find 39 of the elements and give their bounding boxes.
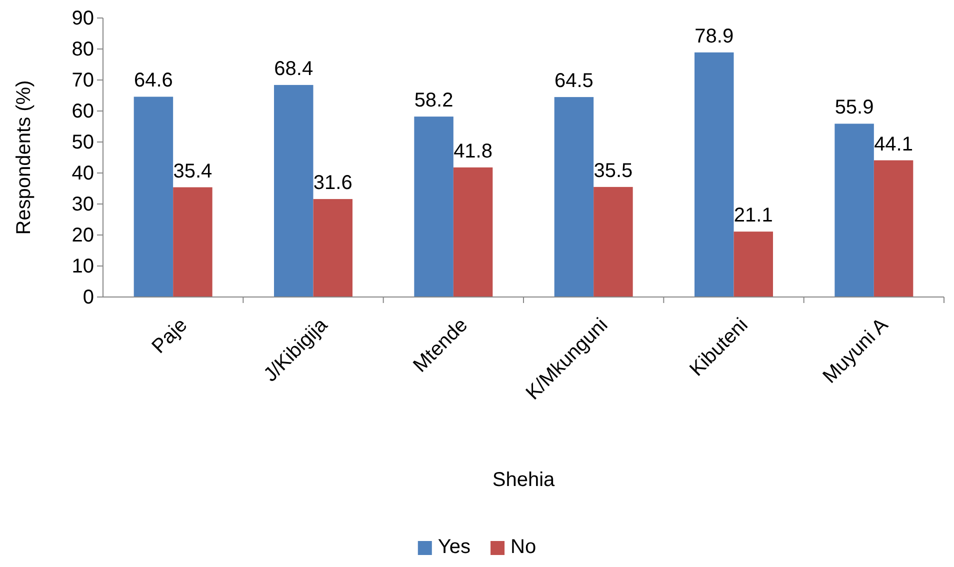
bar (173, 187, 212, 297)
data-label: 31.6 (313, 172, 352, 194)
legend-label: No (510, 536, 536, 558)
data-label: 78.9 (694, 25, 734, 48)
data-label: 64.5 (554, 70, 594, 92)
y-tick-label: 50 (72, 131, 94, 154)
y-tick-label: 80 (72, 38, 94, 60)
data-label: 21.1 (734, 204, 773, 227)
data-label: 41.8 (454, 140, 493, 162)
bar (874, 160, 914, 297)
y-tick-label: 0 (82, 286, 94, 308)
bar (834, 124, 874, 297)
x-tick-label: Paje (148, 314, 192, 358)
data-label: 55.9 (834, 96, 874, 119)
data-label: 64.6 (134, 70, 173, 92)
y-axis-title: Respondents (%) (13, 80, 35, 235)
bar (134, 96, 174, 297)
bar (313, 199, 352, 297)
legend-label: Yes (438, 536, 471, 558)
data-label: 44.1 (874, 133, 914, 156)
bar (414, 116, 454, 297)
data-label: 68.4 (274, 58, 314, 80)
y-tick-label: 60 (72, 100, 94, 122)
y-tick-label: 90 (72, 7, 94, 30)
bar (453, 167, 493, 297)
x-axis-title: Shehia (492, 469, 556, 491)
data-label: 35.5 (594, 160, 633, 182)
data-label: 58.2 (414, 90, 454, 112)
bar (694, 52, 734, 297)
y-tick-label: 30 (72, 193, 94, 216)
bar (274, 84, 314, 297)
y-tick-label: 20 (72, 224, 94, 246)
y-tick-label: 70 (72, 69, 94, 92)
y-tick-label: 10 (72, 255, 94, 278)
bar (554, 97, 594, 297)
bar (594, 186, 633, 297)
y-tick-label: 40 (72, 162, 94, 184)
data-label: 35.4 (173, 160, 212, 182)
bar (734, 232, 773, 297)
